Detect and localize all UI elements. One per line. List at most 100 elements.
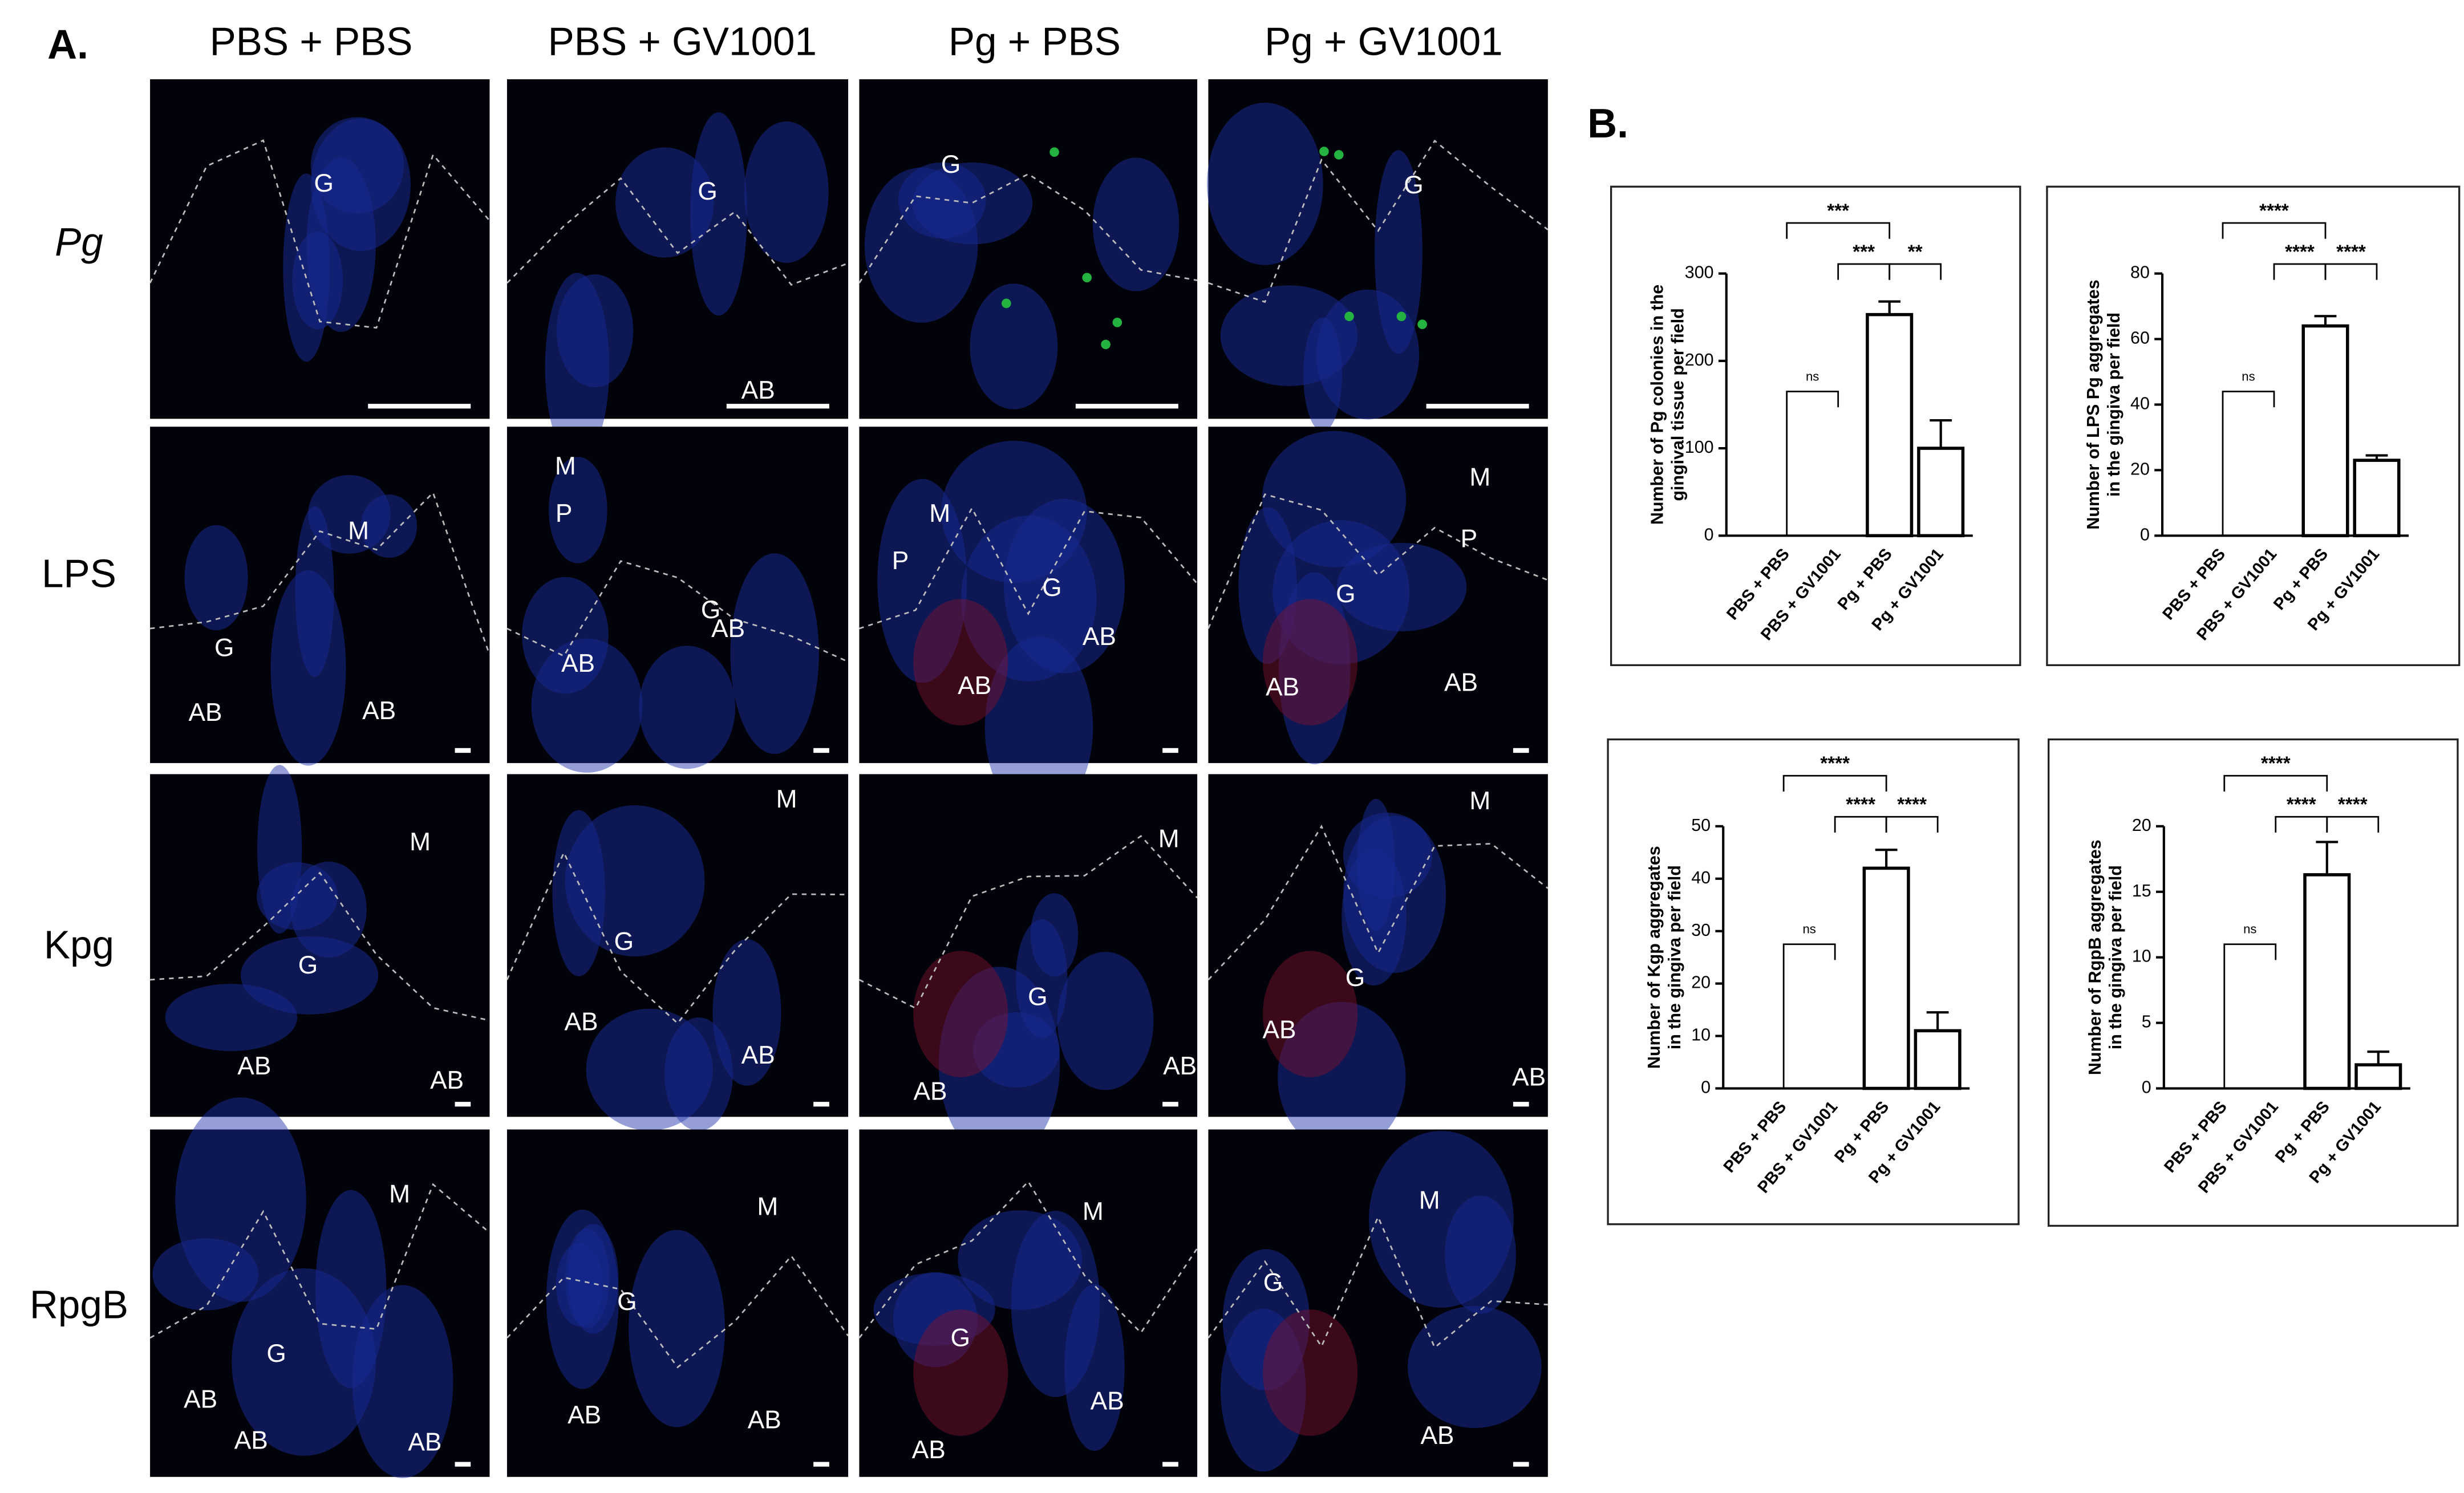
tissue-blob — [941, 440, 1087, 583]
tissue-blob — [864, 167, 978, 323]
stain — [1112, 318, 1122, 327]
stain — [1263, 951, 1358, 1077]
tissue-label: M — [776, 785, 797, 813]
y-tick-label: 200 — [1685, 350, 1714, 370]
significance-bracket — [2222, 391, 2275, 536]
stain — [1344, 311, 1354, 322]
tissue — [506, 457, 849, 773]
tissue — [1207, 431, 1549, 765]
tissue-blob — [1408, 1306, 1542, 1429]
tissue-blob — [531, 638, 643, 773]
significance-label: **** — [1846, 794, 1875, 816]
tissue-blob — [1316, 289, 1420, 420]
tissue-blob — [310, 117, 404, 214]
tissue-blob — [545, 273, 610, 462]
tissue-blob — [1207, 103, 1323, 265]
tissue-label: AB — [1163, 1052, 1197, 1080]
micrograph — [1208, 79, 1548, 419]
y-tick-label: 20 — [1691, 973, 1711, 992]
bar — [2354, 1063, 2402, 1090]
y-tick-label: 5 — [2142, 1012, 2151, 1032]
outline — [149, 139, 491, 329]
tissue-blob — [556, 1243, 603, 1327]
tissue-label: G — [614, 927, 634, 955]
bar — [1862, 866, 1910, 1090]
tissue-blob — [898, 162, 986, 239]
significance-label: **** — [2287, 794, 2316, 816]
tissue-label: G — [1028, 983, 1047, 1011]
y-tick-label: 80 — [2130, 263, 2150, 282]
tissue-label: G — [314, 169, 333, 197]
stain — [913, 599, 1008, 725]
tissue-blob — [1303, 317, 1342, 432]
y-tick-label: 20 — [2130, 459, 2150, 478]
tissue-label: M — [1158, 825, 1180, 853]
tissue-blob — [1092, 157, 1180, 291]
tissue-label: AB — [565, 1008, 598, 1036]
bar — [2301, 324, 2349, 538]
tissue-label: G — [1042, 574, 1061, 602]
tissue — [858, 835, 1198, 1162]
stain — [1082, 273, 1092, 283]
tissue-blob — [257, 765, 302, 934]
y-tick-label: 60 — [2130, 328, 2150, 348]
tissue-label: M — [1083, 1198, 1104, 1226]
tissue-blob — [1369, 1131, 1514, 1308]
tissue-blob — [352, 1285, 453, 1478]
outline — [149, 491, 491, 655]
tissue — [506, 1210, 849, 1427]
tissue-label: G — [298, 951, 318, 979]
micrograph — [859, 774, 1198, 1117]
tissue-blob — [1445, 1195, 1517, 1314]
chart-frame — [1610, 185, 2021, 667]
significance-label: **** — [2259, 200, 2289, 221]
tissue-blob — [690, 112, 747, 316]
bar — [1914, 1029, 1962, 1090]
tissue-label: G — [617, 1288, 637, 1316]
significance-bracket — [2324, 263, 2378, 280]
tissue-label: M — [389, 1180, 410, 1208]
tissue-label: AB — [184, 1386, 217, 1414]
y-tick-label: 0 — [1701, 1078, 1711, 1097]
stain — [1002, 298, 1011, 309]
tissue-blob — [270, 570, 346, 766]
tissue-blob — [1278, 1001, 1406, 1153]
tissue-label: AB — [1083, 623, 1116, 651]
stain — [913, 951, 1008, 1077]
tissue — [149, 474, 491, 766]
tissue-blob — [1343, 816, 1446, 973]
stain — [1396, 311, 1407, 322]
tissue-blob — [1375, 150, 1423, 354]
tissue-label: G — [950, 1324, 970, 1352]
tissue-blob — [629, 1230, 726, 1427]
tissue-blob — [295, 506, 334, 677]
outline — [1207, 1215, 1548, 1349]
panel-label: A. — [47, 22, 88, 68]
micrograph — [859, 79, 1198, 419]
significance-label: **** — [1897, 794, 1927, 816]
tissue-blob — [556, 274, 634, 388]
y-tick-label: 300 — [1685, 263, 1714, 282]
significance-bracket — [1834, 816, 1887, 833]
stain — [913, 1309, 1008, 1436]
chart-frame — [1607, 738, 2020, 1226]
tissue — [1207, 1131, 1548, 1472]
tissue-blob — [152, 1238, 259, 1311]
significance-bracket — [2275, 816, 2328, 833]
tissue-blob — [893, 1272, 978, 1368]
tissue-label: M — [555, 452, 576, 480]
significance-bracket — [1885, 816, 1939, 833]
tissue — [859, 440, 1198, 818]
tissue-label: AB — [430, 1066, 464, 1094]
tissue-blob — [958, 1210, 1083, 1310]
chart-frame — [2048, 738, 2459, 1227]
tissue-blob — [546, 1210, 619, 1389]
tissue-label: AB — [914, 1078, 947, 1106]
y-tick-label: 10 — [2132, 947, 2151, 966]
column-header: Pg + PBS — [949, 19, 1121, 63]
tissue-label: M — [348, 517, 369, 545]
outline — [506, 560, 849, 663]
tissue-label: AB — [362, 697, 396, 725]
tissue-blob — [1278, 572, 1351, 765]
y-tick-label: 10 — [1691, 1025, 1711, 1045]
